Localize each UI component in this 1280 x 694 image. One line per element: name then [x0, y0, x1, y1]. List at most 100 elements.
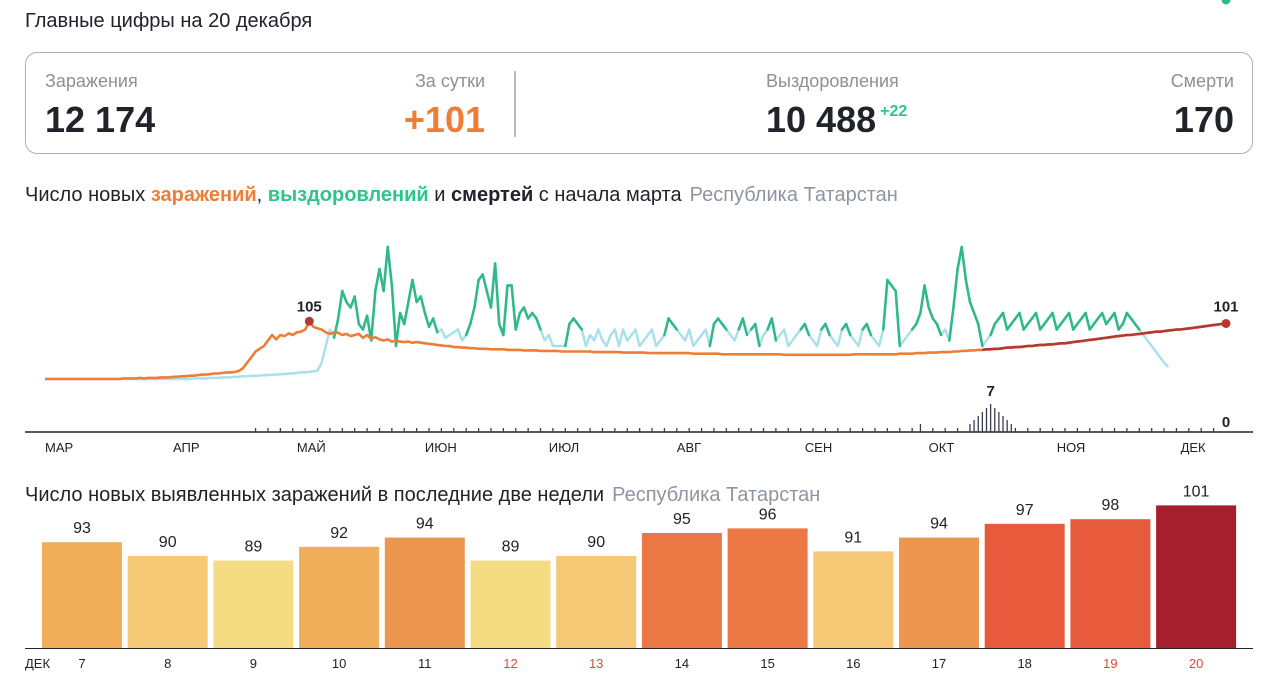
recoveries-peak-segment	[919, 284, 926, 315]
bar-category-label: 13	[589, 656, 603, 671]
recoveries-peak-segment	[1100, 311, 1108, 326]
line-title-deaths: смертей	[451, 184, 534, 206]
bar-month-label: ДЕК	[25, 656, 50, 671]
line-title-part1: Число новых	[25, 184, 151, 206]
bar	[213, 560, 294, 648]
stats-card: Заражения 12 174 За сутки +101 Выздоровл…	[25, 52, 1253, 154]
bar	[299, 546, 380, 648]
bar-value-label: 90	[587, 534, 605, 551]
recoveries-peak-segment	[972, 311, 980, 326]
month-tick-label: СЕН	[805, 440, 832, 455]
bar	[42, 542, 122, 648]
deaths-last-label: 0	[1222, 414, 1230, 431]
recoveries-peak-segment	[407, 278, 414, 304]
recoveries-peak-segment	[510, 284, 517, 331]
line-title-recoveries: выздоровлений	[267, 184, 429, 206]
recoveries-peak-segment	[741, 317, 749, 337]
recoveries-value: 10 488	[766, 99, 877, 140]
recoveries-peak-segment	[1121, 311, 1129, 326]
infections-peak-label: 105	[297, 298, 322, 315]
recoveries-delta: +22	[880, 103, 908, 120]
recoveries-peak-segment	[1133, 322, 1141, 331]
bar	[641, 533, 722, 648]
line-title-comma: ,	[256, 184, 268, 206]
daily-label: За сутки	[414, 71, 485, 91]
bar-category-label: 7	[78, 656, 85, 671]
bar	[1156, 505, 1237, 648]
bar-category-label: 19	[1103, 656, 1117, 671]
recoveries-peak-segment	[865, 322, 873, 337]
recoveries-peak-segment	[1113, 311, 1120, 331]
month-tick-label: НОЯ	[1057, 440, 1086, 455]
bar-value-label: 96	[759, 506, 777, 523]
deaths-peak-label: 7	[986, 383, 994, 400]
month-tick-label: МАЙ	[297, 440, 326, 455]
recoveries-peak-segment	[522, 306, 530, 320]
bar-category-label: 14	[675, 656, 689, 671]
bar-value-label: 89	[245, 539, 263, 556]
recoveries-peak-segment	[923, 284, 930, 309]
bar	[813, 551, 894, 648]
stat-daily: За сутки +101	[404, 71, 485, 141]
bar-value-label: 98	[1102, 497, 1120, 514]
recoveries-peak-segment	[1034, 311, 1042, 331]
recoveries-peak-segment	[336, 289, 344, 320]
recoveries-last-dot	[1221, 0, 1231, 5]
stat-infections: Заражения 12 174	[45, 71, 155, 141]
recoveries-peak-segment	[952, 267, 959, 309]
line-title-and: и	[428, 184, 452, 206]
month-tick-label: АПР	[173, 440, 200, 455]
recoveries-peak-segment	[720, 322, 728, 331]
bar	[127, 556, 208, 648]
daily-value: +101	[403, 99, 485, 140]
infections-recent-line	[982, 322, 1227, 352]
recoveries-peak-segment	[353, 295, 361, 326]
recoveries-peak-segment	[419, 295, 427, 315]
bar-value-label: 93	[73, 520, 91, 537]
recoveries-peak-segment	[824, 322, 831, 337]
recoveries-peak-segment	[663, 317, 670, 337]
line-title-infections: заражений	[150, 184, 257, 206]
month-tick-label: ИЮЛ	[549, 440, 579, 455]
bar-value-label: 97	[1016, 502, 1034, 519]
bar-category-label: 9	[250, 656, 257, 671]
recoveries-peak-segment	[915, 311, 922, 326]
recoveries-peak-segment	[754, 322, 761, 348]
deaths-value: 170	[1173, 99, 1234, 140]
recoveries-peak-segment	[473, 278, 480, 309]
recoveries-peak-segment	[882, 278, 889, 331]
stat-recoveries: Выздоровления 10 488 +22	[766, 71, 907, 141]
line-chart-title: Число новых заражений, выздоровлений и с…	[25, 184, 898, 207]
bar-value-label: 92	[330, 525, 348, 542]
recoveries-peak-segment	[708, 322, 716, 348]
month-tick-label: ДЕК	[1181, 440, 1206, 455]
bar-category-label: 16	[846, 656, 860, 671]
bar-chart-title: Число новых выявленных заражений в после…	[25, 484, 820, 507]
bar-category-label: 17	[932, 656, 946, 671]
recoveries-peak-segment	[894, 289, 902, 348]
recoveries-peak-segment	[770, 317, 778, 342]
recoveries-peak-segment	[803, 322, 811, 337]
recoveries-peak-segment	[493, 262, 501, 326]
bar	[899, 537, 979, 648]
bar-category-label: 15	[760, 656, 774, 671]
recoveries-peak-segment	[1018, 311, 1025, 331]
infections-value: 12 174	[45, 99, 156, 140]
infections-label: Заражения	[45, 71, 138, 91]
recoveries-peak-segment	[964, 278, 972, 304]
month-tick-label: АВГ	[677, 440, 701, 455]
recoveries-peak-segment	[1084, 311, 1091, 331]
recoveries-line	[45, 245, 1170, 381]
bar-category-label: 11	[418, 656, 432, 671]
recoveries-value-wrap: 10 488 +22	[766, 99, 907, 141]
month-tick-label: ОКТ	[929, 440, 955, 455]
bar	[556, 556, 637, 648]
recoveries-peak-segment	[1001, 311, 1009, 331]
line-title-part2: с начала марта	[533, 184, 682, 206]
recoveries-label: Выздоровления	[766, 71, 899, 91]
month-tick-label: МАР	[45, 440, 73, 455]
bar-title-text: Число новых выявленных заражений в после…	[25, 484, 605, 506]
recoveries-peak-segment	[948, 306, 955, 342]
bar-category-label: 8	[164, 656, 171, 671]
